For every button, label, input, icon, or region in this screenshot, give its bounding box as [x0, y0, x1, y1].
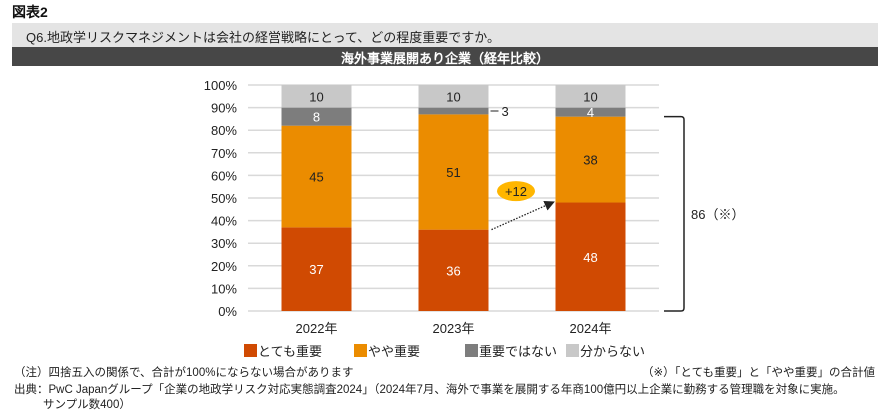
x-tick-label: 2022年	[296, 321, 338, 335]
question-text: Q6.地政学リスクマネジメントは会社の経営戦略にとって、どの程度重要ですか。	[26, 30, 501, 45]
y-tick-label: 0%	[218, 304, 237, 319]
figure-label: 図表2	[12, 4, 48, 20]
change-arrow	[491, 200, 555, 231]
legend-swatch-dont-know	[566, 344, 579, 357]
y-tick-label: 80%	[211, 123, 237, 138]
legend-item-somewhat-important: やや重要	[354, 341, 420, 360]
bar-value-label: 36	[446, 263, 460, 278]
bar-value-label: 8	[313, 110, 320, 125]
rounding-note: （注）四捨五入の関係で、合計が100%にならない場合があります	[14, 367, 354, 379]
y-tick-label: 100%	[204, 78, 238, 93]
bar-segment	[555, 116, 626, 203]
bar-segment	[418, 229, 489, 311]
bar-segment	[555, 202, 626, 311]
bar-value-label: 10	[309, 89, 323, 104]
y-tick-label: 90%	[211, 101, 237, 116]
x-tick-label: 2023年	[433, 321, 475, 335]
bar-value-label: 37	[309, 262, 323, 277]
bar-segment	[281, 227, 352, 311]
stacked-bar-chart: 0% 10% 20% 30% 40% 50% 60% 70% 80% 90% 100% 37 45 8 10…	[204, 78, 745, 335]
bar-segment	[281, 107, 352, 126]
question-banner: Q6.地政学リスクマネジメントは会社の経営戦略にとって、どの程度重要ですか。	[12, 23, 878, 47]
y-tick-label: 70%	[211, 146, 237, 161]
bar-value-label: 10	[446, 89, 460, 104]
legend-item-dont-know: 分からない	[566, 341, 645, 360]
bar-value-label: 4	[587, 105, 594, 120]
leader-value-label: 3	[502, 104, 509, 119]
y-tick-label: 10%	[211, 281, 237, 296]
legend-label: 分からない	[580, 344, 646, 359]
asterisk-note: （※）「とても重要」と「やや重要」の合計値	[642, 367, 875, 379]
bar-segment	[418, 85, 489, 108]
source-line-2: サンプル数400）	[43, 399, 131, 411]
y-tick-label: 50%	[211, 191, 237, 206]
y-tick-label: 30%	[211, 236, 237, 251]
bar-segment	[418, 114, 489, 230]
bar-segment	[281, 85, 352, 108]
section-banner: 海外事業展開あり企業（経年比較）	[12, 47, 878, 66]
legend-swatch-not-important	[465, 344, 478, 357]
y-tick-label: 20%	[211, 259, 237, 274]
legend-swatch-somewhat-important	[354, 344, 367, 357]
bar-value-label: 51	[446, 165, 460, 180]
change-badge	[497, 181, 535, 202]
legend-swatch-very-important	[244, 344, 257, 357]
legend-label: やや重要	[368, 344, 421, 359]
legend-label: とても重要	[258, 344, 322, 359]
source-note: 出典：PwC Japanグループ「企業の地政学リスク対応実態調査2024」（20…	[14, 383, 874, 413]
legend-item-very-important: とても重要	[244, 341, 322, 360]
y-tick-label: 60%	[211, 168, 237, 183]
change-badge-label: +12	[505, 184, 527, 199]
legend-item-not-important: 重要ではない	[465, 341, 557, 360]
source-line-1: 出典：PwC Japanグループ「企業の地政学リスク対応実態調査2024」（20…	[14, 384, 845, 396]
chart-title: 海外事業展開あり企業（経年比較）	[340, 51, 549, 66]
bar-value-label: 10	[583, 89, 597, 104]
bracket	[664, 115, 685, 312]
y-tick-label: 40%	[211, 214, 237, 229]
bracket-label: 86（※）	[691, 207, 744, 222]
bar-segment	[418, 107, 489, 115]
x-tick-label: 2024年	[570, 321, 612, 335]
bar-segment	[555, 107, 626, 117]
bar-value-label: 38	[583, 153, 597, 168]
bar-value-label: 45	[309, 170, 323, 185]
bar-value-label: 48	[583, 250, 597, 265]
bar-segment	[281, 125, 352, 228]
bar-segment	[555, 85, 626, 108]
legend-label: 重要ではない	[479, 344, 558, 359]
